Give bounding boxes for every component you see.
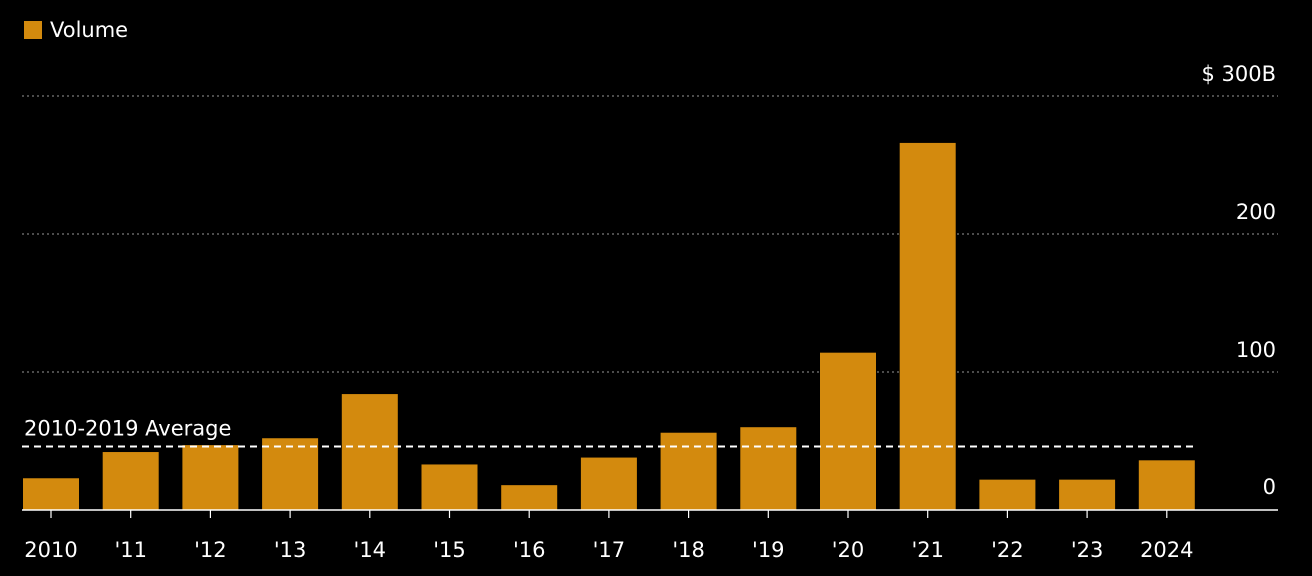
x-tick-label: '13 xyxy=(274,538,307,562)
y-tick-label: $ 300B xyxy=(1201,62,1276,86)
bar xyxy=(102,452,159,510)
gridlines xyxy=(22,95,1278,373)
bar xyxy=(262,438,319,510)
bar xyxy=(580,457,637,510)
bar xyxy=(421,464,478,510)
bar xyxy=(182,445,239,510)
x-tick-label: '18 xyxy=(672,538,705,562)
y-tick-label: 0 xyxy=(1263,475,1276,499)
legend-swatch xyxy=(24,21,42,39)
x-tick-label: '16 xyxy=(513,538,546,562)
x-tick-label: '22 xyxy=(991,538,1024,562)
average-label: 2010-2019 Average xyxy=(24,417,231,441)
bars xyxy=(23,142,1195,511)
y-tick-label: 200 xyxy=(1236,200,1276,224)
bar xyxy=(341,394,398,510)
axes: 0 100 200 $ 300B 2010 '11 '12 '13 '14 '15 '16 '17 '1… xyxy=(22,62,1278,562)
x-tick-label: '14 xyxy=(354,538,387,562)
x-tick-label: '20 xyxy=(832,538,865,562)
bar xyxy=(660,432,717,510)
bar xyxy=(740,427,797,510)
bar xyxy=(23,478,79,510)
x-tick-label: 2024 xyxy=(1140,538,1193,562)
x-tick-label: '17 xyxy=(593,538,626,562)
x-tick-label: '23 xyxy=(1071,538,1104,562)
x-tick-label: '12 xyxy=(194,538,227,562)
x-tick-label: '19 xyxy=(752,538,785,562)
x-tick-label: 2010 xyxy=(24,538,77,562)
bar xyxy=(1138,460,1195,510)
legend-label: Volume xyxy=(50,18,129,42)
y-tick-label: 100 xyxy=(1236,338,1276,362)
bar xyxy=(820,352,876,510)
bar xyxy=(1059,479,1116,510)
bar xyxy=(979,479,1036,510)
x-tick-label: '15 xyxy=(433,538,466,562)
average-reference: 2010-2019 Average xyxy=(22,417,1195,448)
legend: Volume xyxy=(24,18,128,42)
bar xyxy=(899,142,956,511)
bar xyxy=(501,485,558,510)
x-tick-label: '11 xyxy=(114,538,147,562)
x-tick-label: '21 xyxy=(911,538,944,562)
